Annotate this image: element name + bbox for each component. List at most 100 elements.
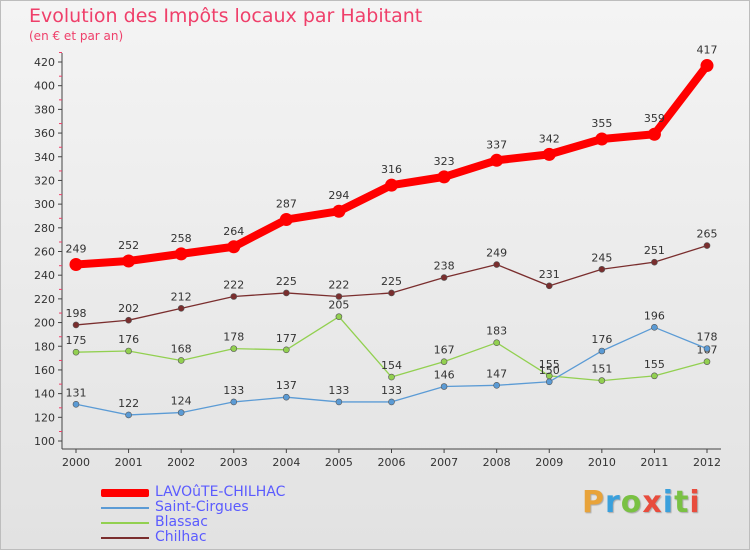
data-label: 178 xyxy=(697,331,718,344)
data-label: 359 xyxy=(644,112,665,125)
data-point xyxy=(388,289,395,297)
y-tick-label: 180 xyxy=(34,340,55,353)
x-tick-label: 2009 xyxy=(535,456,563,469)
data-label: 202 xyxy=(118,302,139,315)
y-tick-label: 280 xyxy=(34,222,55,235)
data-point xyxy=(700,59,714,73)
data-point xyxy=(69,258,83,272)
y-tick-label: 260 xyxy=(34,246,55,259)
x-tick-label: 2006 xyxy=(378,456,406,469)
legend-label-blassac: Blassac xyxy=(155,514,208,530)
data-label: 155 xyxy=(644,358,665,371)
data-label: 258 xyxy=(171,232,192,245)
y-tick-label: 200 xyxy=(34,317,55,330)
data-point xyxy=(493,261,500,268)
data-point xyxy=(542,147,556,161)
data-label: 225 xyxy=(381,275,402,288)
y-tick-label: 240 xyxy=(34,269,55,282)
data-point xyxy=(174,247,188,261)
data-label: 231 xyxy=(539,268,560,281)
data-point xyxy=(388,373,395,381)
data-label: 124 xyxy=(171,395,192,408)
legend-swatch-blassac xyxy=(101,522,149,524)
y-tick-label: 300 xyxy=(34,198,55,211)
y-tick-label: 220 xyxy=(34,293,55,306)
x-tick-label: 2011 xyxy=(640,456,668,469)
data-point xyxy=(493,382,500,389)
y-tick-label: 340 xyxy=(34,151,55,164)
data-label: 131 xyxy=(66,386,87,399)
data-point xyxy=(651,323,658,331)
data-label: 316 xyxy=(381,163,402,176)
data-point xyxy=(122,254,136,268)
data-label: 176 xyxy=(591,333,612,346)
y-tick-label: 420 xyxy=(34,56,55,69)
data-label: 154 xyxy=(381,359,402,372)
data-point xyxy=(125,316,132,324)
y-tick-label: 360 xyxy=(34,127,55,140)
data-point xyxy=(332,204,346,218)
y-tick-label: 160 xyxy=(34,364,55,377)
data-point xyxy=(545,378,553,386)
legend-label-saint-cirgues: Saint-Cirgues xyxy=(155,499,249,515)
data-label: 183 xyxy=(486,325,507,338)
data-label: 212 xyxy=(171,290,192,303)
data-label: 155 xyxy=(539,358,560,371)
x-tick-label: 2003 xyxy=(220,456,248,469)
data-label: 249 xyxy=(486,247,507,260)
y-tick-label: 320 xyxy=(34,174,55,187)
y-tick-label: 140 xyxy=(34,388,55,401)
data-point xyxy=(388,398,395,406)
data-label: 133 xyxy=(223,384,244,397)
legend-swatch-saint-cirgues xyxy=(101,507,149,509)
data-label: 198 xyxy=(66,307,87,320)
data-point xyxy=(177,305,185,312)
data-label: 168 xyxy=(171,342,192,355)
data-label: 178 xyxy=(223,331,244,344)
data-point xyxy=(493,339,500,346)
data-point xyxy=(703,345,711,352)
x-tick-label: 2005 xyxy=(325,456,353,469)
data-point xyxy=(437,170,451,184)
chart-title: Evolution des Impôts locaux par Habitant xyxy=(29,5,423,27)
x-tick-label: 2002 xyxy=(167,456,195,469)
data-point xyxy=(440,358,448,365)
data-point xyxy=(651,258,658,266)
data-label: 175 xyxy=(66,334,87,347)
x-tick-label: 2010 xyxy=(588,456,616,469)
data-point xyxy=(125,347,132,355)
data-label: 222 xyxy=(328,279,349,292)
y-tick-label: 380 xyxy=(34,103,55,116)
data-label: 222 xyxy=(223,279,244,292)
x-tick-label: 2001 xyxy=(115,456,143,469)
data-point xyxy=(283,289,290,297)
data-point xyxy=(177,409,185,416)
data-label: 265 xyxy=(697,228,718,241)
data-point xyxy=(230,398,238,406)
x-tick-label: 2008 xyxy=(483,456,511,469)
legend-label-lavoute: LAVOûTE-CHILHAC xyxy=(155,484,286,500)
data-label: 151 xyxy=(591,363,612,376)
data-point xyxy=(440,383,448,390)
y-tick-label: 120 xyxy=(34,411,55,424)
x-tick-label: 2000 xyxy=(62,456,90,469)
data-point xyxy=(440,274,448,281)
data-point xyxy=(598,377,606,384)
data-point xyxy=(72,400,80,408)
data-point xyxy=(703,358,711,365)
data-label: 342 xyxy=(539,132,560,145)
data-point xyxy=(598,265,606,273)
y-tick-label: 100 xyxy=(34,435,55,448)
data-label: 146 xyxy=(434,369,455,382)
data-point xyxy=(230,293,238,300)
data-label: 355 xyxy=(591,117,612,130)
data-label: 252 xyxy=(118,239,139,252)
data-point xyxy=(230,345,238,352)
data-point xyxy=(598,347,606,355)
data-point xyxy=(279,213,293,227)
data-point xyxy=(490,153,504,167)
chart-subtitle: (en € et par an) xyxy=(29,29,124,43)
data-label: 323 xyxy=(434,155,455,168)
